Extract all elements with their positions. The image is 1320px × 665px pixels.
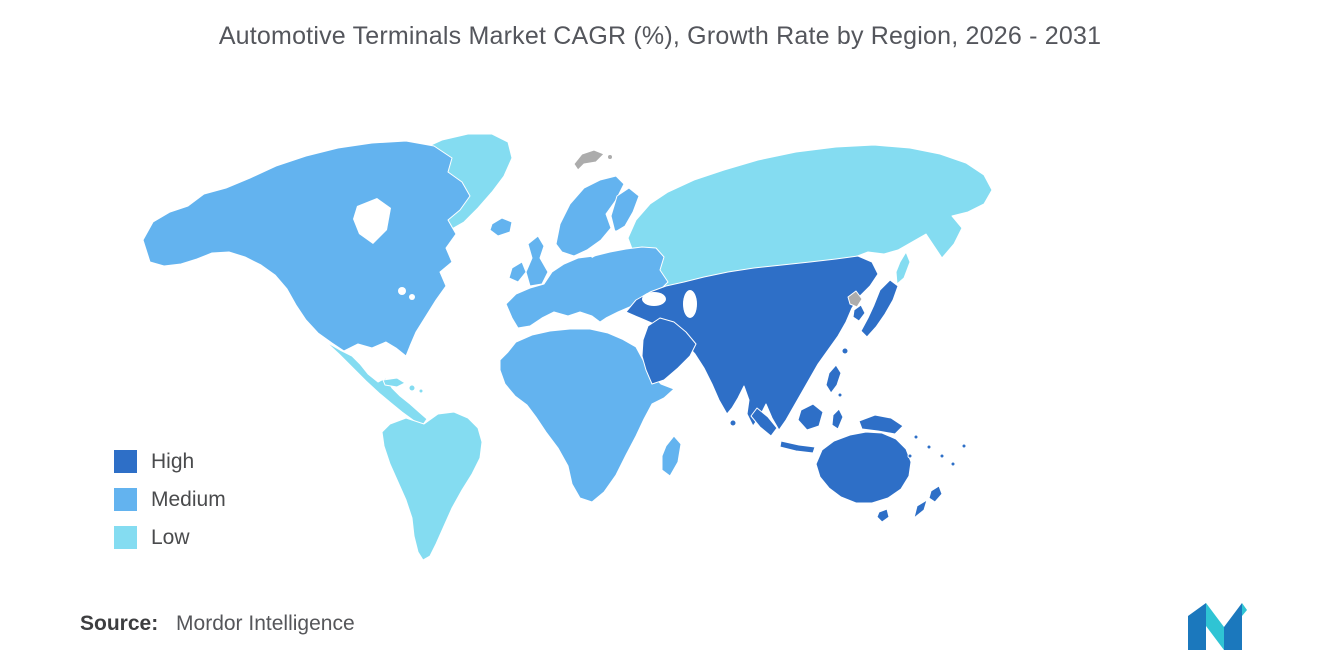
region-svalbard [573,149,605,171]
mordor-intelligence-logo [1188,603,1247,650]
region-pacific-islands [907,434,967,467]
island-nz-south [913,499,928,519]
legend-item-high: High [114,450,226,473]
sea-overlays [353,198,697,318]
region-philippines [825,364,842,394]
region-sri-lanka [729,419,737,427]
island-java [779,440,816,454]
region-south-korea [852,304,866,322]
legend-swatch-medium [114,488,137,511]
logo-accent [1242,603,1247,616]
island-nz-north [928,485,943,503]
island-hispaniola [408,384,416,392]
region-ireland [508,261,527,283]
region-caribbean [382,377,424,394]
region-tasmania [876,508,890,523]
pacific-islet [961,443,967,449]
region-great-britain [525,235,549,287]
chart-title: Automotive Terminals Market CAGR (%), Gr… [218,22,1102,50]
island-sulawesi [831,408,844,430]
hudson-bay [353,198,391,244]
legend-swatch-low [114,526,137,549]
source-label: Source: [80,612,159,635]
great-lake [409,294,415,300]
region-north-korea [847,290,863,308]
region-australia [815,431,912,504]
pacific-islet [939,453,945,459]
region-madagascar [661,435,682,477]
logo-middle-stroke [1206,603,1224,650]
island-puerto-rico [418,388,424,394]
region-africa [499,328,675,503]
region-philippines-islet [837,392,843,398]
island-cuba [382,377,406,388]
island-new-guinea [858,414,904,435]
legend-item-medium: Medium [114,488,226,511]
legend: High Medium Low [114,450,226,564]
region-taiwan [841,347,849,355]
region-iceland [489,217,513,237]
map-regions [142,133,993,561]
pacific-islet [950,461,956,467]
region-north-america [142,140,471,357]
great-lake [398,287,406,295]
region-middle-east [641,317,697,385]
region-indonesia [750,403,904,454]
caspian-sea [683,290,697,318]
legend-swatch-high [114,450,137,473]
pacific-islet [913,434,919,440]
region-svalbard-islet [607,154,613,160]
region-new-zealand [913,485,943,519]
legend-label-medium: Medium [151,487,226,511]
source-value: Mordor Intelligence [176,612,355,635]
island-borneo [797,403,824,431]
logo-right-stroke [1224,603,1242,650]
legend-label-high: High [151,449,195,473]
source-line: Source: Mordor Intelligence [80,612,355,636]
baltic-sea [588,230,620,258]
region-finland [610,187,640,233]
region-sakhalin [895,251,911,285]
island-sumatra [750,407,778,437]
pacific-islet [907,453,913,459]
region-mexico-central-america [325,341,428,427]
region-south-america [381,411,483,561]
legend-item-low: Low [114,526,226,549]
pacific-islet [926,444,932,450]
region-japan [860,279,899,338]
logo-left-stroke [1188,603,1206,650]
black-sea [642,292,666,306]
legend-label-low: Low [151,525,190,549]
